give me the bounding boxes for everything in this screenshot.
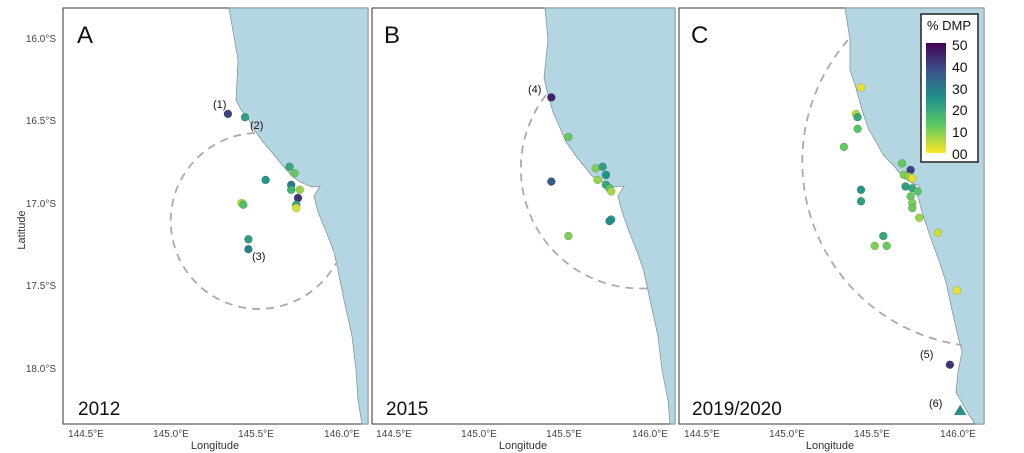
sample-site-marker (547, 177, 556, 186)
sample-site-marker (292, 203, 301, 213)
panel-b-letter: B (384, 22, 400, 49)
sample-site-marker (564, 132, 573, 142)
colorbar-tick-label: 50 (952, 37, 968, 53)
lat-tick-label: 18.0°S (26, 364, 56, 375)
panel-c-year: 2019/2020 (692, 399, 782, 420)
panel-c-search-radius (801, 39, 963, 346)
lat-tick-label: 17.0°S (26, 199, 56, 210)
panel-a-ocean (228, 7, 369, 425)
sample-site-marker (952, 286, 962, 295)
site-label-4: (4) (528, 84, 541, 96)
sample-site-marker (605, 216, 614, 226)
sample-site-marker (853, 112, 862, 122)
site-label-6: (6) (929, 398, 942, 410)
lon-tick-label: 145.0°E (769, 429, 805, 440)
sample-site-marker (244, 235, 253, 244)
x-axis-title: Longitude (806, 440, 854, 452)
panel-b-ocean (543, 7, 676, 425)
sample-site-marker (933, 228, 943, 237)
sample-site-marker (290, 169, 299, 178)
sample-site-marker (856, 83, 866, 92)
x-axis-title: Longitude (191, 440, 239, 452)
sample-site-marker (853, 124, 862, 134)
lat-tick-label: 16.0°S (26, 34, 56, 45)
site-label-2: (2) (250, 120, 263, 132)
sample-site-marker (240, 112, 250, 122)
colorbar-tick-label: 40 (952, 59, 968, 75)
panel-c: C 2019/2020 (5) (6) % DMP 50 40 30 (678, 7, 985, 425)
colorbar-legend: % DMP 50 40 30 20 10 00 (920, 13, 979, 163)
sample-site-marker (839, 142, 849, 152)
sample-site-marker (547, 93, 556, 102)
panel-a-letter: A (77, 22, 93, 49)
lon-tick-label: 146.0°E (324, 429, 360, 440)
panel-c-letter: C (691, 22, 708, 49)
sample-site-marker (953, 404, 967, 416)
lon-tick-label: 146.0°E (940, 429, 976, 440)
sample-site-marker (593, 175, 602, 185)
site-label-3: (3) (252, 251, 265, 263)
panel-a-year: 2012 (78, 399, 120, 420)
lon-tick-label: 144.5°E (376, 429, 412, 440)
panel-c-samples (839, 83, 967, 416)
colorbar-tick-label: 10 (952, 124, 968, 140)
lon-tick-label: 146.0°E (632, 429, 668, 440)
lon-tick-label: 145.0°E (461, 429, 497, 440)
sample-site-marker (882, 241, 891, 251)
sample-site-marker (870, 241, 879, 251)
lat-tick-label: 16.5°S (26, 116, 56, 127)
sample-site-marker (908, 203, 917, 213)
sample-site-marker (295, 185, 305, 195)
x-axis-title: Longitude (499, 440, 547, 452)
colorbar-tick-label: 30 (952, 81, 968, 97)
sample-site-marker (945, 360, 955, 369)
sample-site-marker (598, 162, 607, 171)
lat-tick-label: 17.5°S (26, 281, 56, 292)
panel-b-samples (547, 93, 616, 241)
sample-site-marker (856, 185, 866, 195)
panel-b: B 2015 (4) (371, 7, 676, 425)
sample-site-marker (913, 187, 922, 196)
panel-a: A 2012 (1) (2) (3) (62, 7, 369, 425)
lon-tick-label: 145.5°E (854, 429, 890, 440)
sample-site-marker (908, 174, 917, 183)
sample-site-marker (606, 187, 616, 196)
panel-a-samples (223, 109, 305, 254)
site-label-5: (5) (920, 349, 933, 361)
sample-site-marker (564, 231, 573, 241)
sample-site-marker (261, 175, 270, 185)
colorbar-tick-label: 20 (952, 102, 968, 118)
sample-site-marker (879, 231, 888, 241)
sample-site-marker (286, 185, 296, 195)
y-axis-title: Latitude (16, 210, 28, 249)
sample-site-marker (856, 197, 866, 206)
panel-a-search-radius (169, 132, 337, 310)
sample-site-marker (244, 244, 253, 254)
colorbar-gradient (926, 43, 946, 153)
colorbar-title: % DMP (927, 18, 971, 33)
sample-site-marker (601, 170, 611, 180)
panel-b-year: 2015 (386, 399, 428, 420)
colorbar-tick-label: 00 (952, 146, 968, 162)
lon-tick-label: 144.5°E (684, 429, 720, 440)
panel-b-search-radius (519, 94, 653, 290)
sample-site-marker (914, 213, 924, 223)
longitude-tick-labels: 144.5°E 145.0°E 145.5°E 146.0°E 144.5°E … (68, 429, 976, 440)
site-label-1: (1) (213, 99, 226, 111)
sample-site-marker (223, 109, 233, 119)
lon-tick-label: 144.5°E (68, 429, 104, 440)
sample-site-marker (897, 159, 907, 168)
sample-site-marker (239, 200, 248, 209)
lon-tick-label: 145.5°E (238, 429, 274, 440)
sample-site-marker (285, 162, 294, 171)
lon-tick-label: 145.0°E (153, 429, 189, 440)
lon-tick-label: 145.5°E (546, 429, 582, 440)
latitude-tick-labels: 16.0°S 16.5°S 17.0°S 17.5°S 18.0°S (26, 34, 56, 375)
